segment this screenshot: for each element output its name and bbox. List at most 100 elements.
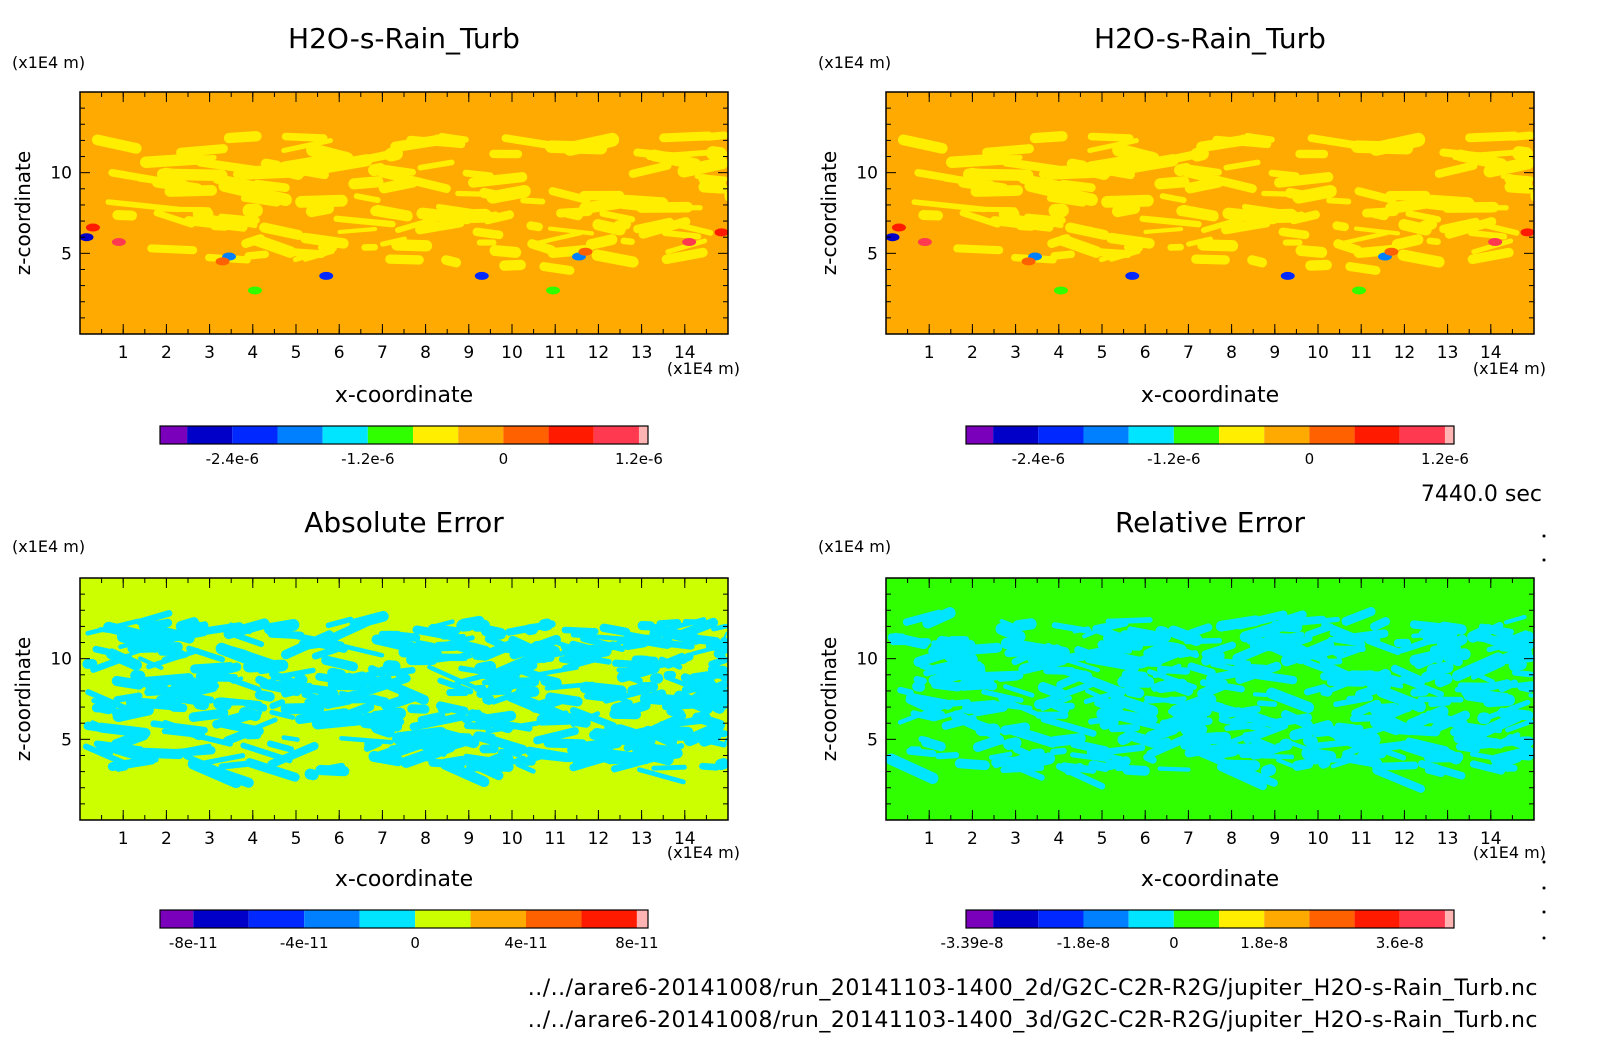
data-cell bbox=[1038, 168, 1091, 179]
data-cell bbox=[585, 234, 618, 250]
data-cell bbox=[1486, 642, 1508, 653]
data-cell bbox=[1029, 131, 1068, 144]
data-cell bbox=[1075, 671, 1126, 698]
data-cell bbox=[499, 259, 526, 271]
colorbar-segment bbox=[1083, 910, 1129, 928]
data-cell bbox=[304, 768, 319, 781]
data-cell bbox=[427, 653, 469, 662]
colorbar-tick-label: -2.4e-6 bbox=[206, 450, 259, 468]
data-cell bbox=[1327, 636, 1361, 646]
x-tick-label: 2 bbox=[967, 829, 978, 849]
data-cell bbox=[1332, 221, 1349, 232]
x-tick-label: 4 bbox=[247, 829, 258, 849]
data-cell bbox=[223, 618, 270, 640]
colorbar-tick-label: -3.39e-8 bbox=[941, 934, 1004, 952]
data-feature bbox=[917, 238, 932, 247]
x-tick-label: 2 bbox=[161, 343, 172, 363]
data-cell bbox=[257, 664, 286, 675]
data-cell bbox=[1303, 735, 1318, 747]
data-cell bbox=[1397, 249, 1445, 268]
data-cell bbox=[1345, 262, 1381, 275]
y-unit-label: (x1E4 m) bbox=[12, 53, 85, 72]
data-cell bbox=[1424, 766, 1446, 778]
colorbar-segment bbox=[1173, 426, 1220, 444]
data-cell bbox=[1391, 234, 1424, 250]
data-cell bbox=[1128, 149, 1203, 172]
colorbar-tick-label: -1.2e-6 bbox=[341, 450, 394, 468]
data-cell bbox=[437, 703, 453, 714]
data-cell bbox=[1342, 230, 1390, 245]
data-cell bbox=[1223, 759, 1261, 771]
data-cell bbox=[479, 744, 499, 754]
data-cell bbox=[428, 619, 455, 630]
data-cell bbox=[85, 689, 127, 711]
data-cell bbox=[914, 168, 971, 185]
data-cell bbox=[1184, 176, 1224, 194]
data-cell bbox=[1369, 132, 1426, 156]
data-cell bbox=[1278, 227, 1310, 240]
data-cell bbox=[1223, 159, 1261, 171]
data-cell bbox=[1029, 748, 1045, 759]
data-feature bbox=[886, 233, 900, 242]
data-cell bbox=[82, 658, 98, 669]
colorbar-tick-label: -4e-11 bbox=[280, 934, 329, 952]
x-tick-label: 4 bbox=[247, 343, 258, 363]
data-cell bbox=[218, 697, 263, 708]
data-cell bbox=[164, 185, 218, 197]
data-cell bbox=[651, 764, 687, 771]
y-tick-label: 5 bbox=[61, 244, 72, 264]
colorbar-segment bbox=[548, 426, 594, 444]
data-cell bbox=[1035, 711, 1069, 719]
data-cell bbox=[659, 131, 713, 143]
data-feature bbox=[111, 238, 126, 247]
data-cell bbox=[1149, 724, 1179, 741]
data-cell bbox=[1143, 226, 1184, 235]
data-cell bbox=[1400, 222, 1427, 231]
data-cell bbox=[1370, 617, 1390, 631]
data-cell bbox=[474, 749, 511, 767]
data-cell bbox=[1496, 753, 1534, 766]
data-cell bbox=[1374, 705, 1411, 726]
x-tick-label: 13 bbox=[1437, 343, 1459, 363]
data-cell bbox=[1439, 148, 1486, 161]
data-cell bbox=[570, 632, 628, 642]
data-cell bbox=[1082, 164, 1110, 180]
data-cell bbox=[1274, 713, 1313, 727]
data-cell bbox=[377, 164, 417, 176]
data-feature bbox=[247, 286, 262, 295]
x-tick-label: 5 bbox=[1097, 343, 1108, 363]
colorbar-segment bbox=[638, 426, 648, 444]
plot-area bbox=[886, 92, 1534, 334]
data-cell bbox=[1471, 238, 1514, 255]
data-cell bbox=[1167, 243, 1184, 251]
data-cell bbox=[92, 645, 111, 656]
data-cell bbox=[1108, 724, 1141, 733]
data-cell bbox=[594, 222, 621, 231]
x-tick-label: 9 bbox=[1269, 829, 1280, 849]
data-cell bbox=[489, 245, 522, 258]
data-cell bbox=[82, 743, 130, 768]
data-cell bbox=[333, 215, 396, 228]
data-cell bbox=[1469, 632, 1516, 647]
x-tick-label: 1 bbox=[118, 829, 129, 849]
colorbar-frame bbox=[965, 425, 1455, 445]
data-cell bbox=[1455, 743, 1481, 754]
data-cell bbox=[1111, 202, 1141, 218]
x-tick-label: 12 bbox=[1394, 829, 1416, 849]
data-cell bbox=[193, 697, 210, 711]
data-cell bbox=[1027, 644, 1062, 664]
data-cell bbox=[1177, 650, 1198, 659]
data-cell bbox=[1000, 722, 1031, 736]
data-cell bbox=[1040, 715, 1097, 737]
data-cell bbox=[417, 711, 446, 724]
data-cell bbox=[1187, 662, 1216, 677]
data-cell bbox=[1295, 149, 1329, 159]
data-cell bbox=[540, 675, 562, 689]
data-cell bbox=[1083, 684, 1140, 705]
data-cell bbox=[176, 144, 228, 157]
x-tick-label: 7 bbox=[377, 343, 388, 363]
data-cell bbox=[113, 692, 143, 703]
data-cell bbox=[579, 645, 612, 661]
data-cell bbox=[533, 727, 579, 745]
colorbar-tick-label: 0 bbox=[1169, 934, 1179, 952]
